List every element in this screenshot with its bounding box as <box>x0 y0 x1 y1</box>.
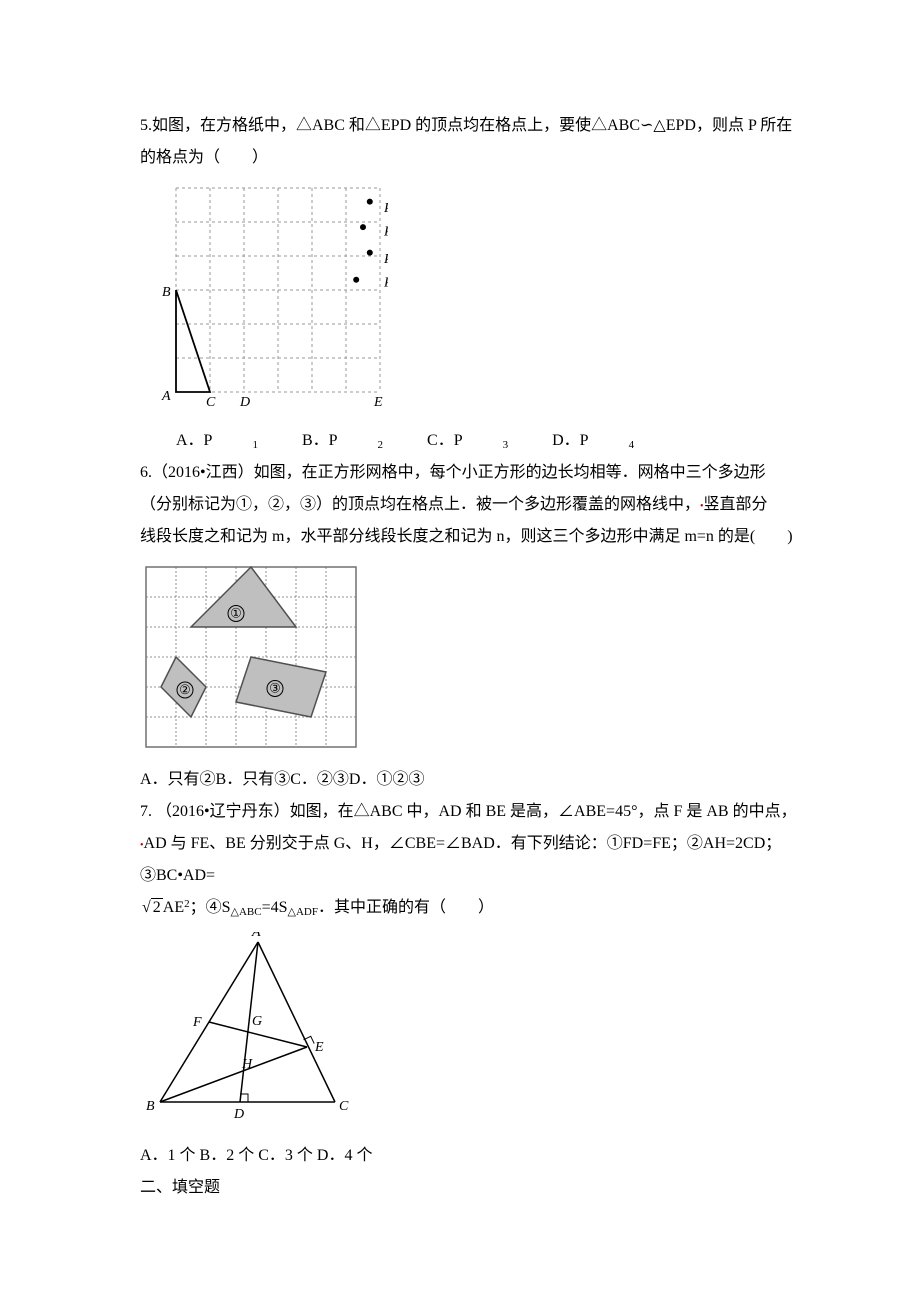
q7-stem-line3: 2AE2；④S△ABC=4S△ADF．其中正确的有（ ） <box>140 892 800 924</box>
svg-text:P: P <box>383 225 388 240</box>
svg-text:E: E <box>373 395 383 410</box>
q5-optA-sub: 1 <box>252 439 258 451</box>
q5-figure: P4P3P2P1BACDE <box>158 182 800 417</box>
svg-text:A: A <box>161 389 171 404</box>
q5-optD-sub: 4 <box>629 439 635 451</box>
svg-text:P: P <box>383 201 388 216</box>
q7-stem-line1: 7. （2016•辽宁丹东）如图，在△ABC 中，AD 和 BE 是高，∠ABE… <box>140 796 800 828</box>
svg-text:D: D <box>239 395 250 410</box>
q6-stem-line1: 6.（2016•江西）如图，在正方形网格中，每个小正方形的边长均相等．网格中三个… <box>140 457 800 489</box>
q6-stem-line3: 线段长度之和记为 m，水平部分线段长度之和记为 n，则这三个多边形中满足 m=n… <box>140 521 800 553</box>
svg-text:D: D <box>233 1107 244 1122</box>
q5-optC: C．P <box>427 432 463 449</box>
section-2-heading: 二、填空题 <box>140 1172 800 1204</box>
q6-stem-line2: （分别标记为①，②，③）的顶点均在格点上．被一个多边形覆盖的网格线中，•竖直部分 <box>140 489 800 521</box>
q5-optB-sub: 2 <box>378 439 384 451</box>
svg-text:C: C <box>206 395 216 410</box>
svg-text:E: E <box>314 1040 324 1055</box>
q5-optC-sub: 3 <box>503 439 509 451</box>
svg-text:P: P <box>383 252 388 267</box>
q5-optB: B．P <box>302 432 338 449</box>
svg-text:H: H <box>241 1057 253 1072</box>
svg-text:②: ② <box>179 682 191 697</box>
svg-text:P: P <box>383 276 388 291</box>
q5-options: A．P 1 B．P 2 C．P 3 D．P 4 <box>140 425 800 457</box>
svg-text:G: G <box>252 1014 262 1029</box>
svg-text:A: A <box>251 932 261 940</box>
q5-stem-line2: 的格点为（ ） <box>140 142 800 174</box>
q6-options: A．只有②B．只有③C．②③D．①②③ <box>140 764 800 796</box>
q5-optD: D．P <box>552 432 588 449</box>
svg-text:③: ③ <box>269 681 281 696</box>
q7-figure: A B C D E F G H <box>140 932 800 1132</box>
q7-options: A．1 个 B．2 个 C．3 个 D．4 个 <box>140 1140 800 1172</box>
svg-text:B: B <box>146 1099 155 1114</box>
q7-stem-line2: •AD 与 FE、BE 分别交于点 G、H，∠CBE=∠BAD．有下列结论：①F… <box>140 828 800 892</box>
sqrt-icon: 2 <box>140 892 163 924</box>
svg-text:C: C <box>339 1099 349 1114</box>
svg-text:①: ① <box>230 606 242 621</box>
svg-text:F: F <box>192 1015 202 1030</box>
q6-figure: ① ② ③ <box>140 561 800 756</box>
svg-text:B: B <box>162 285 171 300</box>
q5-stem-line1: 5.如图，在方格纸中，△ABC 和△EPD 的顶点均在格点上，要使△ABC∽△E… <box>140 110 800 142</box>
q5-optA: A．P <box>176 432 212 449</box>
